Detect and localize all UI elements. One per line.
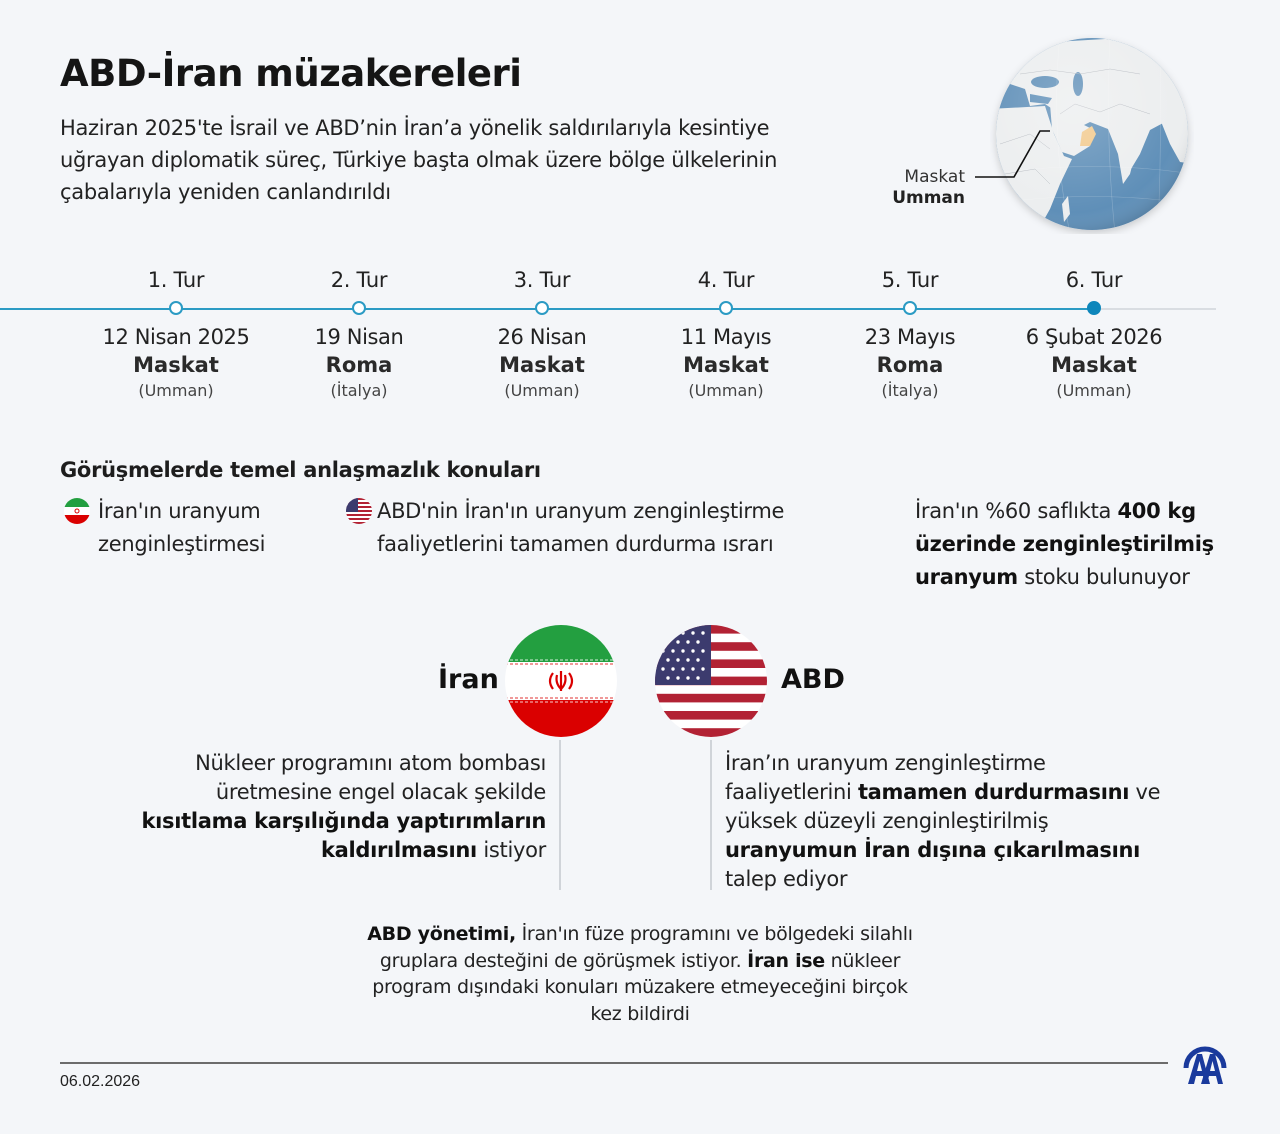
footer-date: 06.02.2026 (60, 1073, 141, 1090)
timeline-dot (903, 301, 917, 315)
stock-text-post: stoku bulunuyor (1017, 565, 1190, 589)
round-label: 5. Tur (881, 268, 939, 292)
uranium-stock-text: İran'ın %60 saflıkta 400 kg üzerinde zen… (915, 495, 1235, 594)
timeline-line-remaining (1094, 308, 1216, 310)
timeline-dot-active (1087, 301, 1101, 315)
iran-position-normal-2: istiyor (476, 838, 546, 862)
round-country: (Umman) (504, 381, 580, 400)
timeline-dot (352, 301, 366, 315)
usa-position-normal-2: ve yüksek düzeyli zenginleştirilmiş (725, 780, 1161, 833)
usa-position-bold-1: tamamen durdurmasını (857, 780, 1130, 804)
note-normal-1: İran'ın füze programını ve bölgedeki sil… (379, 923, 913, 972)
round-date: 23 Mayıs (864, 325, 956, 349)
globe-map (990, 34, 1194, 234)
usa-position-text: İran’ın uranyum zenginleştirme faaliyetl… (725, 749, 1165, 894)
round-country: (Umman) (688, 381, 764, 400)
round-date: 11 Mayıs (680, 325, 772, 349)
usa-label: ABD (781, 664, 845, 695)
iran-label: İran (438, 664, 499, 695)
iran-divider-line (559, 740, 561, 890)
round-city: Maskat (133, 353, 219, 377)
round-date: 26 Nisan (497, 325, 587, 349)
timeline-round-4: 4. Tur 11 Mayıs Maskat (Umman) (636, 268, 816, 400)
round-country: (İtalya) (881, 381, 939, 400)
timeline-dot (169, 301, 183, 315)
timeline-dot (719, 301, 733, 315)
round-city: Roma (876, 353, 944, 377)
iran-issue-text: İran'ın uranyum zenginleştirmesi (98, 499, 266, 556)
usa-position-normal-1: İran’ın uranyum zenginleştirme faaliyetl… (725, 751, 1046, 804)
round-date: 6 Şubat 2026 (1025, 325, 1163, 349)
round-city: Roma (325, 353, 393, 377)
note-normal-2: nükleer program dışındaki konuları müzak… (372, 949, 908, 1025)
usa-position-normal-3: talep ediyor (725, 867, 848, 891)
round-label: 2. Tur (330, 268, 388, 292)
aa-logo-icon (1182, 1038, 1228, 1090)
map-country-label: Umman (892, 188, 965, 208)
usa-position-bold-2: uranyumun İran dışına çıkarılmasını (725, 838, 1141, 862)
usa-divider-line (710, 740, 712, 890)
iran-flag-large-icon (505, 625, 617, 737)
round-label: 6. Tur (1065, 268, 1123, 292)
round-label: 3. Tur (513, 268, 571, 292)
timeline-round-2: 2. Tur 19 Nisan Roma (İtalya) (269, 268, 449, 400)
map-city-label: Maskat (904, 167, 965, 187)
round-city: Maskat (683, 353, 769, 377)
iran-position-text: Nükleer programını atom bombası üretmesi… (120, 749, 546, 865)
round-country: (İtalya) (330, 381, 388, 400)
round-date: 12 Nisan 2025 (102, 325, 250, 349)
iran-position-normal-1: Nükleer programını atom bombası üretmesi… (195, 751, 546, 804)
note-bold-2: İran ise (747, 949, 825, 972)
timeline-dot (535, 301, 549, 315)
timeline-round-6: 6. Tur 6 Şubat 2026 Maskat (Umman) (1004, 268, 1184, 400)
round-label: 1. Tur (147, 268, 205, 292)
iran-position-bold-1: kısıtlama karşılığında yaptırımların kal… (141, 809, 546, 862)
timeline-round-5: 5. Tur 23 Mayıs Roma (İtalya) (820, 268, 1000, 400)
timeline-round-3: 3. Tur 26 Nisan Maskat (Umman) (452, 268, 632, 400)
timeline-round-1: 1. Tur 12 Nisan 2025 Maskat (Umman) (86, 268, 266, 400)
round-country: (Umman) (1056, 381, 1132, 400)
iran-flag-icon (64, 498, 90, 524)
bottom-note: ABD yönetimi, İran'ın füze programını ve… (360, 921, 920, 1027)
note-bold-1: ABD yönetimi, (367, 923, 516, 945)
page-subtitle: Haziran 2025'te İsrail ve ABD’nin İran’a… (60, 116, 778, 204)
usa-flag-large-icon (655, 625, 767, 737)
round-country: (Umman) (138, 381, 214, 400)
round-city: Maskat (1051, 353, 1137, 377)
map-leader-line (975, 130, 1050, 178)
disagreements-heading: Görüşmelerde temel anlaşmazlık konuları (60, 458, 541, 482)
usa-issue-text: ABD'nin İran'ın uranyum zenginleştirme f… (377, 499, 785, 556)
round-date: 19 Nisan (314, 325, 404, 349)
round-label: 4. Tur (697, 268, 755, 292)
globe-icon (996, 38, 1188, 230)
stock-text-bold: 400 kg üzerinde zenginleştirilmiş uranyu… (915, 499, 1214, 589)
page-title: ABD-İran müzakereleri (60, 52, 522, 95)
stock-text-pre: İran'ın %60 saflıkta (915, 499, 1118, 523)
footer-divider (60, 1062, 1168, 1064)
round-city: Maskat (499, 353, 585, 377)
usa-flag-icon (346, 498, 372, 524)
